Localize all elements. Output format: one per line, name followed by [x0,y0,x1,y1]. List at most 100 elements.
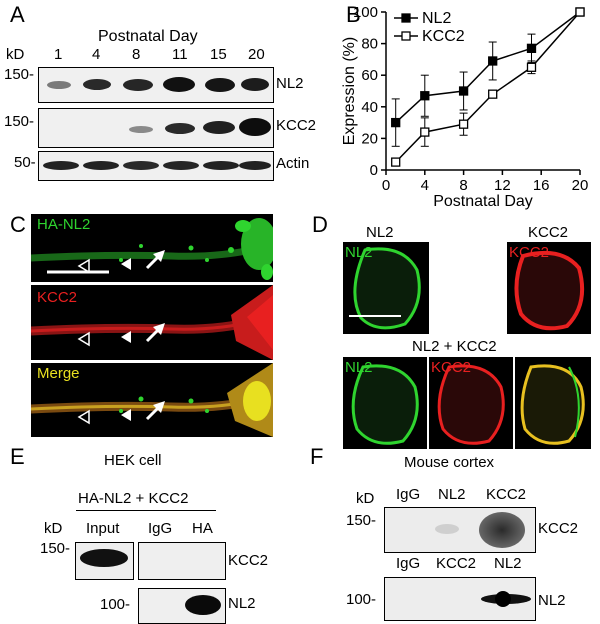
panel-label-c: C [10,212,26,237]
panel-f-row-kcc2: KCC2 [538,520,579,537]
x-axis-label: Postnatal Day [433,193,533,210]
micrograph-label-ha-nl2: HA-NL2 [37,216,91,233]
y-tick-label: 60 [361,67,378,84]
panel-label-f: F [310,444,324,469]
y-tick-label: 80 [361,36,378,53]
panel-e-lane-input: Input [86,520,120,537]
data-point-nl2 [488,56,498,66]
micrograph-d-merge-overlay [515,357,591,449]
x-tick-label: 20 [572,177,589,194]
micrograph-d-kcc2: KCC2 [507,242,591,334]
expression-line-chart: 0 4 8 12 16 20 0 20 40 60 80 100 Postnatal Day Expres… [341,4,589,210]
data-point-nl2 [458,86,469,96]
panel-f-row-nl2: NL2 [538,592,566,609]
panel-e-lane-ha: HA [192,520,213,537]
y-tick-label: 0 [370,162,378,179]
panel-e-marker-150: 150- [40,540,71,557]
panel-d-title-merge: NL2 + KCC2 [412,338,497,355]
panel-label-a: A [10,2,25,27]
panel-f-marker-100: 100- [346,591,377,608]
panel-f-marker-150: 150- [346,512,377,529]
panel-a-marker-50-actin: 50- [14,154,36,171]
panel-e-lane-igg: IgG [148,520,173,537]
panel-label-b: B [346,2,361,27]
panel-d-title-nl2: NL2 [366,224,394,241]
panel-a-blot-kcc2 [38,108,274,148]
micrograph-merge: Merge [31,363,273,437]
x-tick-label: 12 [494,177,511,194]
data-point-nl2 [526,43,537,53]
x-tick-label: 0 [382,177,390,194]
micrograph-d-label-nl2: NL2 [345,244,373,261]
panel-a-blot-actin [38,151,274,181]
panel-label-e: E [10,444,25,469]
micrograph-d-merge-kcc2: KCC2 [429,357,513,449]
panel-e-blot-ip-kcc2 [138,542,226,580]
panel-a-day-label: 1 [54,46,63,63]
panel-e-blot-input-kcc2 [75,542,134,580]
panel-e-kd-label: kD [44,520,63,537]
y-tick-label: 20 [361,130,378,147]
micrograph-d-label-kcc2: KCC2 [509,244,550,261]
data-point-kcc2 [575,7,585,17]
series-line-kcc2 [395,11,581,163]
micrograph-label-kcc2: KCC2 [37,289,78,306]
y-axis-label: Expression (%) [341,37,358,145]
panel-e-group-label: HA-NL2 + KCC2 [78,490,189,507]
panel-a-marker-150-nl2: 150- [4,66,35,83]
panel-a-day-label: 11 [172,46,188,63]
panel-e-row-nl2: NL2 [228,595,256,612]
data-point-kcc2 [526,62,537,72]
data-point-kcc2 [458,119,469,129]
panel-a-day-label: 4 [92,46,101,63]
panel-e-title: HEK cell [104,452,162,469]
panel-f-lane-bottom-igg: IgG [396,555,421,572]
panel-a-marker-150-kcc2: 150- [4,113,35,130]
panel-f-blot-kcc2 [384,507,536,553]
panel-f-title: Mouse cortex [404,454,495,471]
panel-a-title: Postnatal Day [98,28,198,45]
panel-e-row-kcc2: KCC2 [228,552,269,569]
micrograph-kcc2: KCC2 [31,285,273,360]
data-point-nl2 [420,91,430,101]
panel-d-title-kcc2: KCC2 [528,224,569,241]
data-point-kcc2 [391,157,401,167]
panel-a-day-label: 8 [132,46,141,63]
y-tick-label: 100 [353,4,378,21]
legend-label-kcc2: KCC2 [422,28,465,45]
panel-e-blot-ip-nl2 [138,588,226,624]
legend-marker [401,31,411,41]
panel-e-marker-100: 100- [100,596,131,613]
panel-f-lane-bottom-nl2: NL2 [494,555,522,572]
panel-f-lane-top-kcc2: KCC2 [486,486,527,503]
panel-f-lane-bottom-kcc2: KCC2 [436,555,477,572]
panel-f-lane-top-igg: IgG [396,486,421,503]
data-point-nl2 [391,117,401,128]
micrograph-d-merge-label-kcc2: KCC2 [431,359,472,376]
series-line-nl2 [395,11,581,124]
panel-a-day-label: 20 [248,46,265,63]
panel-a-day-label: 15 [210,46,227,63]
y-tick-label: 40 [361,99,378,116]
x-tick-label: 4 [421,177,429,194]
panel-a-row-actin: Actin [276,155,310,172]
panel-e-group-line [76,510,216,511]
panel-f-blot-nl2 [384,577,536,621]
x-tick-label: 16 [533,177,550,194]
legend-marker [401,13,411,23]
micrograph-d-merge-label-nl2: NL2 [345,359,373,376]
panel-a-blot-nl2 [38,67,274,103]
micrograph-ha-nl2: HA-NL2 [31,214,273,282]
panel-f-lane-top-nl2: NL2 [438,486,466,503]
panel-a-kd-label: kD [6,46,25,63]
x-tick-label: 8 [459,177,467,194]
micrograph-label-merge: Merge [37,365,80,382]
data-point-kcc2 [488,89,498,99]
panel-a-row-nl2: NL2 [276,75,304,92]
micrograph-d-nl2: NL2 [343,242,429,334]
legend-label-nl2: NL2 [422,10,451,27]
data-point-kcc2 [420,127,430,137]
panel-f-kd-label: kD [356,490,375,507]
panel-label-d: D [312,212,328,237]
micrograph-d-merge-nl2: NL2 [343,357,427,449]
